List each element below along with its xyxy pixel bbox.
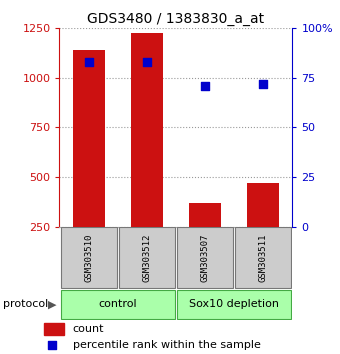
Bar (177, 290, 291, 319)
Text: percentile rank within the sample: percentile rank within the sample (73, 340, 260, 350)
Text: ▶: ▶ (49, 299, 57, 309)
Text: GSM303511: GSM303511 (259, 233, 268, 282)
Title: GDS3480 / 1383830_a_at: GDS3480 / 1383830_a_at (87, 12, 265, 26)
Text: GSM303507: GSM303507 (201, 233, 209, 282)
Bar (119, 227, 175, 288)
Bar (44, 322, 64, 335)
Bar (189, 203, 221, 227)
Point (86, 59, 91, 65)
Point (288, 270, 293, 275)
Text: Sox10 depletion: Sox10 depletion (189, 299, 279, 309)
Text: protocol: protocol (3, 299, 49, 309)
Bar (177, 227, 233, 288)
Bar (131, 33, 163, 227)
Text: GSM303510: GSM303510 (84, 233, 93, 282)
Bar (61, 227, 117, 288)
Text: GSM303512: GSM303512 (142, 233, 151, 282)
Point (202, 83, 208, 88)
Point (260, 81, 266, 87)
Bar (247, 183, 279, 227)
Text: control: control (98, 299, 137, 309)
Bar (73, 50, 105, 227)
Bar (61, 290, 175, 319)
Point (144, 59, 150, 65)
Bar (235, 227, 291, 288)
Text: count: count (73, 324, 104, 334)
